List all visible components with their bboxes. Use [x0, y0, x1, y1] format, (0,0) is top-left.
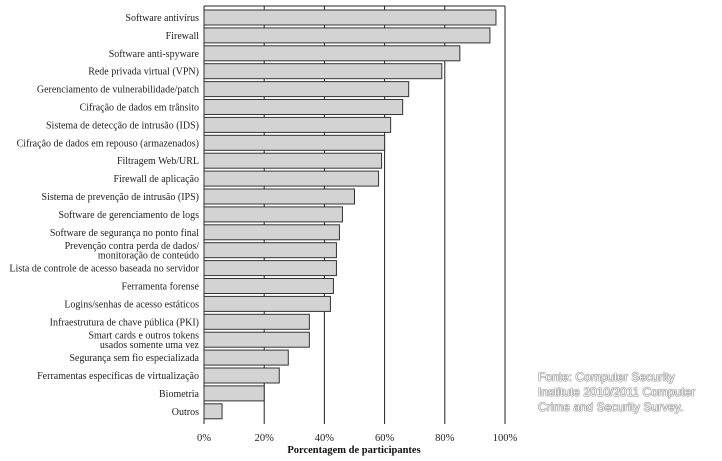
x-tick-labels: 0% 20% 40% 60% 80% 100% [197, 433, 518, 444]
category-label: Software de segurança no ponto final [50, 228, 199, 239]
category-label: Lista de controle de acesso baseada no s… [9, 264, 199, 275]
category-label: Gerenciamento de vulnerabilidade/patch [37, 85, 199, 96]
bar [203, 385, 265, 402]
category-label: Prevenção contra perda de dados/ [65, 241, 200, 252]
category-label: Rede privada virtual (VPN) [88, 67, 199, 78]
bar [203, 27, 491, 44]
bar [203, 403, 223, 420]
source-line-1: Fonte: Computer Security [538, 370, 675, 384]
category-label: Software antivírus [125, 13, 199, 24]
bar [203, 9, 497, 26]
bar [203, 349, 289, 366]
x-tick-label: 100% [493, 433, 518, 444]
category-label: Biometria [159, 389, 200, 400]
category-label: Cifração de dados em trânsito [80, 103, 199, 114]
category-label: Firewall [166, 31, 200, 42]
category-label: Ferramentas específicas de virtualização [37, 371, 199, 382]
category-label: Software anti-spyware [109, 49, 200, 60]
category-label: Ferramenta forense [122, 282, 200, 293]
bar [203, 134, 386, 151]
category-label: monitoração de conteúdo [98, 250, 199, 261]
x-tick-label: 40% [315, 433, 335, 444]
bar [203, 81, 410, 98]
category-label: Sistema de detecção de intrusão (IDS) [46, 120, 199, 131]
bar [203, 295, 331, 312]
category-label: Filtragem Web/URL [117, 156, 199, 167]
source-line-3: Crime and Security Survey. [538, 400, 684, 414]
x-tick-label: 60% [375, 433, 395, 444]
x-tick-label: 80% [435, 433, 455, 444]
bar [203, 63, 443, 80]
category-label: Smart cards e outros tokens [88, 330, 199, 341]
bar [203, 152, 383, 169]
bar [203, 331, 310, 348]
source-note: Fonte: Computer Security Institute 2010/… [538, 370, 718, 415]
category-label: Firewall de aplicação [113, 174, 199, 185]
category-label: Sistema de prevenção de intrusão (IPS) [42, 192, 199, 203]
category-label: Logins/senhas de acesso estáticos [64, 299, 199, 310]
bars [203, 9, 497, 420]
bar [203, 224, 340, 241]
x-tick-label: 20% [255, 433, 275, 444]
category-label: Software de gerenciamento de logs [58, 210, 199, 221]
x-tick-label: 0% [197, 433, 211, 444]
bar [203, 206, 343, 223]
bar [203, 242, 337, 259]
category-label: Infraestrutura de chave pública (PKI) [50, 317, 199, 328]
category-label: Outros [172, 407, 199, 418]
category-label: Cifração de dados em repouso (armazenado… [17, 138, 199, 149]
bar [203, 99, 404, 115]
category-label: Segurança sem fio especializada [69, 353, 199, 364]
category-label: usados somente uma vez [100, 340, 200, 351]
category-labels: Software antivírus Firewall Software anti-… [9, 13, 199, 418]
bar [203, 45, 461, 62]
bar [203, 116, 392, 133]
source-line-2: Institute 2010/2011 Computer [538, 385, 696, 399]
bar [203, 278, 334, 294]
x-axis-title: Porcentagem de participantes [287, 445, 420, 456]
bar [203, 170, 380, 187]
bar [203, 367, 280, 384]
bar [203, 260, 337, 277]
bar [203, 313, 310, 330]
bar [203, 188, 355, 205]
